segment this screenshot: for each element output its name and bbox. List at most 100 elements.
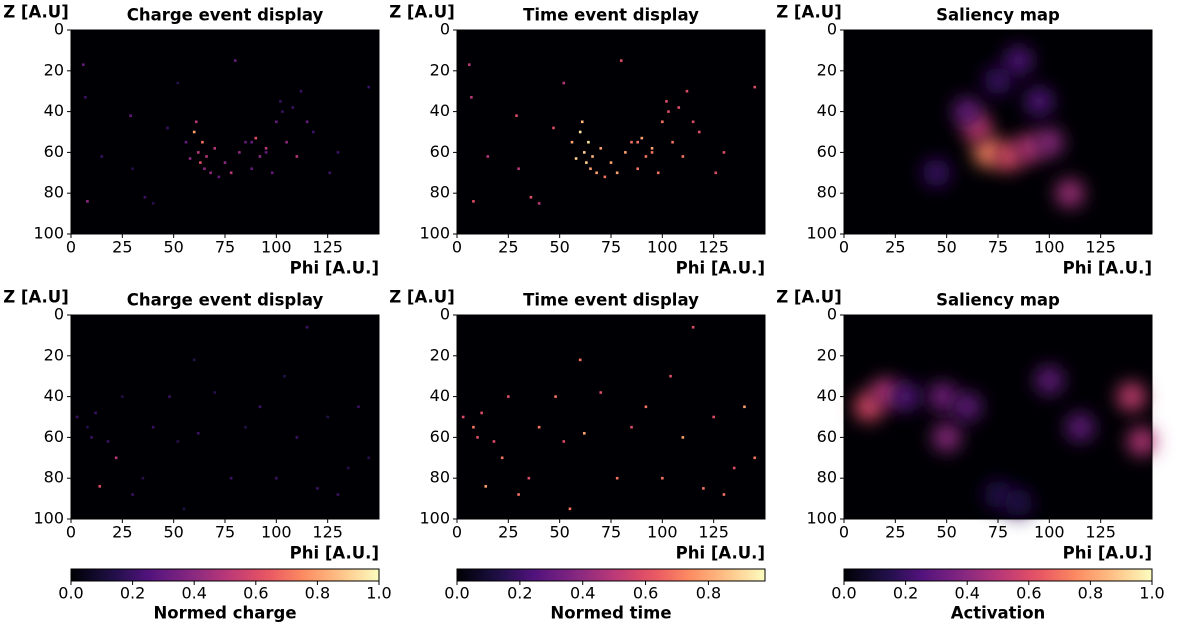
- y-tick-label: 60: [817, 427, 837, 446]
- y-tick-label: 100: [806, 224, 837, 243]
- hit-pixel: [100, 155, 104, 158]
- hit-pixel: [151, 425, 155, 429]
- colorbar-tick-label: 0.8: [305, 584, 330, 603]
- hit-pixel: [106, 440, 110, 443]
- hit-pixel: [585, 161, 588, 164]
- y-tick-label: 100: [806, 509, 837, 528]
- y-axis-label: Z [A.U]: [389, 288, 455, 307]
- x-tick-label: 75: [988, 523, 1008, 542]
- hit-pixel: [367, 85, 371, 89]
- hit-pixel: [233, 59, 237, 62]
- x-tick-label: 0: [839, 523, 849, 542]
- hit-pixel: [568, 507, 572, 511]
- hit-pixel: [640, 136, 644, 140]
- y-tick-label: 20: [44, 345, 64, 364]
- x-tick-label: 25: [498, 238, 518, 257]
- y-axis-label: Z [A.U]: [389, 3, 455, 22]
- x-tick-label: 100: [647, 523, 678, 542]
- plot-background: [71, 315, 379, 519]
- y-tick-label: 40: [817, 101, 837, 120]
- hit-pixel: [209, 171, 212, 175]
- colorbar: [70, 568, 380, 582]
- colorbar-tick-label: 0.2: [893, 584, 918, 603]
- hit-pixel: [562, 440, 566, 443]
- hit-pixel: [722, 151, 726, 154]
- y-tick-label: 40: [430, 101, 450, 120]
- x-tick-label: 125: [312, 523, 343, 542]
- hit-pixel: [82, 63, 85, 66]
- saliency-blob: [953, 97, 982, 126]
- x-tick-label: 0: [839, 238, 849, 257]
- hit-pixel: [677, 106, 681, 109]
- hit-pixel: [691, 120, 695, 124]
- hit-pixel: [587, 140, 590, 144]
- hit-pixel: [194, 120, 198, 124]
- y-tick-label: 80: [44, 183, 64, 202]
- hit-pixel: [599, 391, 603, 394]
- panel-title: Saliency map: [936, 291, 1060, 310]
- x-tick-label: 25: [885, 238, 905, 257]
- x-tick-label: 25: [498, 523, 518, 542]
- hit-pixel: [665, 100, 668, 103]
- x-tick-label: 125: [1085, 238, 1116, 257]
- hit-pixel: [486, 155, 490, 158]
- y-tick-label: 40: [430, 386, 450, 405]
- hit-pixel: [517, 167, 520, 171]
- hit-pixel: [712, 415, 715, 419]
- hit-pixel: [480, 411, 483, 415]
- hit-pixel: [472, 200, 475, 203]
- hit-pixel: [291, 106, 295, 109]
- hit-pixel: [182, 507, 186, 511]
- hit-pixel: [615, 171, 619, 175]
- hit-pixel: [681, 436, 685, 439]
- hit-pixel: [529, 195, 533, 199]
- marks: [468, 59, 757, 205]
- x-axis-label: Phi [A.U.]: [676, 544, 765, 563]
- x-axis-label: Phi [A.U.]: [290, 544, 379, 563]
- colorbar-label: Activation: [951, 604, 1046, 623]
- hit-pixel: [131, 493, 134, 496]
- hit-pixel: [580, 120, 584, 124]
- x-tick-label: 50: [549, 523, 569, 542]
- saliency-blob: [1025, 87, 1054, 116]
- x-tick-label: 75: [601, 523, 621, 542]
- hit-pixel: [129, 114, 132, 117]
- colorbar: [843, 568, 1153, 582]
- hit-pixel: [188, 157, 192, 160]
- hit-pixel: [295, 155, 299, 158]
- hit-pixel: [336, 493, 340, 496]
- hit-pixel: [691, 325, 695, 329]
- hit-pixel: [650, 151, 654, 154]
- x-tick-label: 100: [1034, 523, 1065, 542]
- hit-pixel: [199, 161, 202, 164]
- hit-pixel: [470, 96, 473, 99]
- hit-pixel: [743, 405, 746, 409]
- hit-pixel: [168, 395, 171, 398]
- hit-pixel: [574, 157, 578, 160]
- x-tick-label: 75: [215, 523, 235, 542]
- colorbar-tick-label: 0.6: [1016, 584, 1041, 603]
- hit-pixel: [114, 456, 118, 460]
- x-tick-label: 25: [112, 523, 132, 542]
- hit-pixel: [461, 415, 465, 419]
- hit-pixel: [537, 202, 541, 205]
- hit-pixel: [184, 140, 188, 144]
- plot-background: [71, 30, 379, 234]
- hit-pixel: [75, 415, 79, 419]
- hit-pixel: [229, 476, 233, 480]
- y-tick-label: 60: [430, 142, 450, 161]
- x-tick-label: 50: [163, 523, 183, 542]
- hit-pixel: [166, 126, 169, 130]
- hit-pixel: [669, 374, 672, 378]
- hit-pixel: [275, 476, 278, 480]
- saliency-blob: [984, 67, 1012, 95]
- hit-pixel: [223, 161, 227, 164]
- hit-pixel: [685, 89, 689, 93]
- y-tick-label: 80: [44, 468, 64, 487]
- saliency-blob: [1004, 46, 1033, 75]
- hit-pixel: [295, 436, 299, 439]
- hit-pixel: [570, 140, 574, 144]
- y-tick-label: 80: [817, 468, 837, 487]
- hit-pixel: [615, 476, 619, 480]
